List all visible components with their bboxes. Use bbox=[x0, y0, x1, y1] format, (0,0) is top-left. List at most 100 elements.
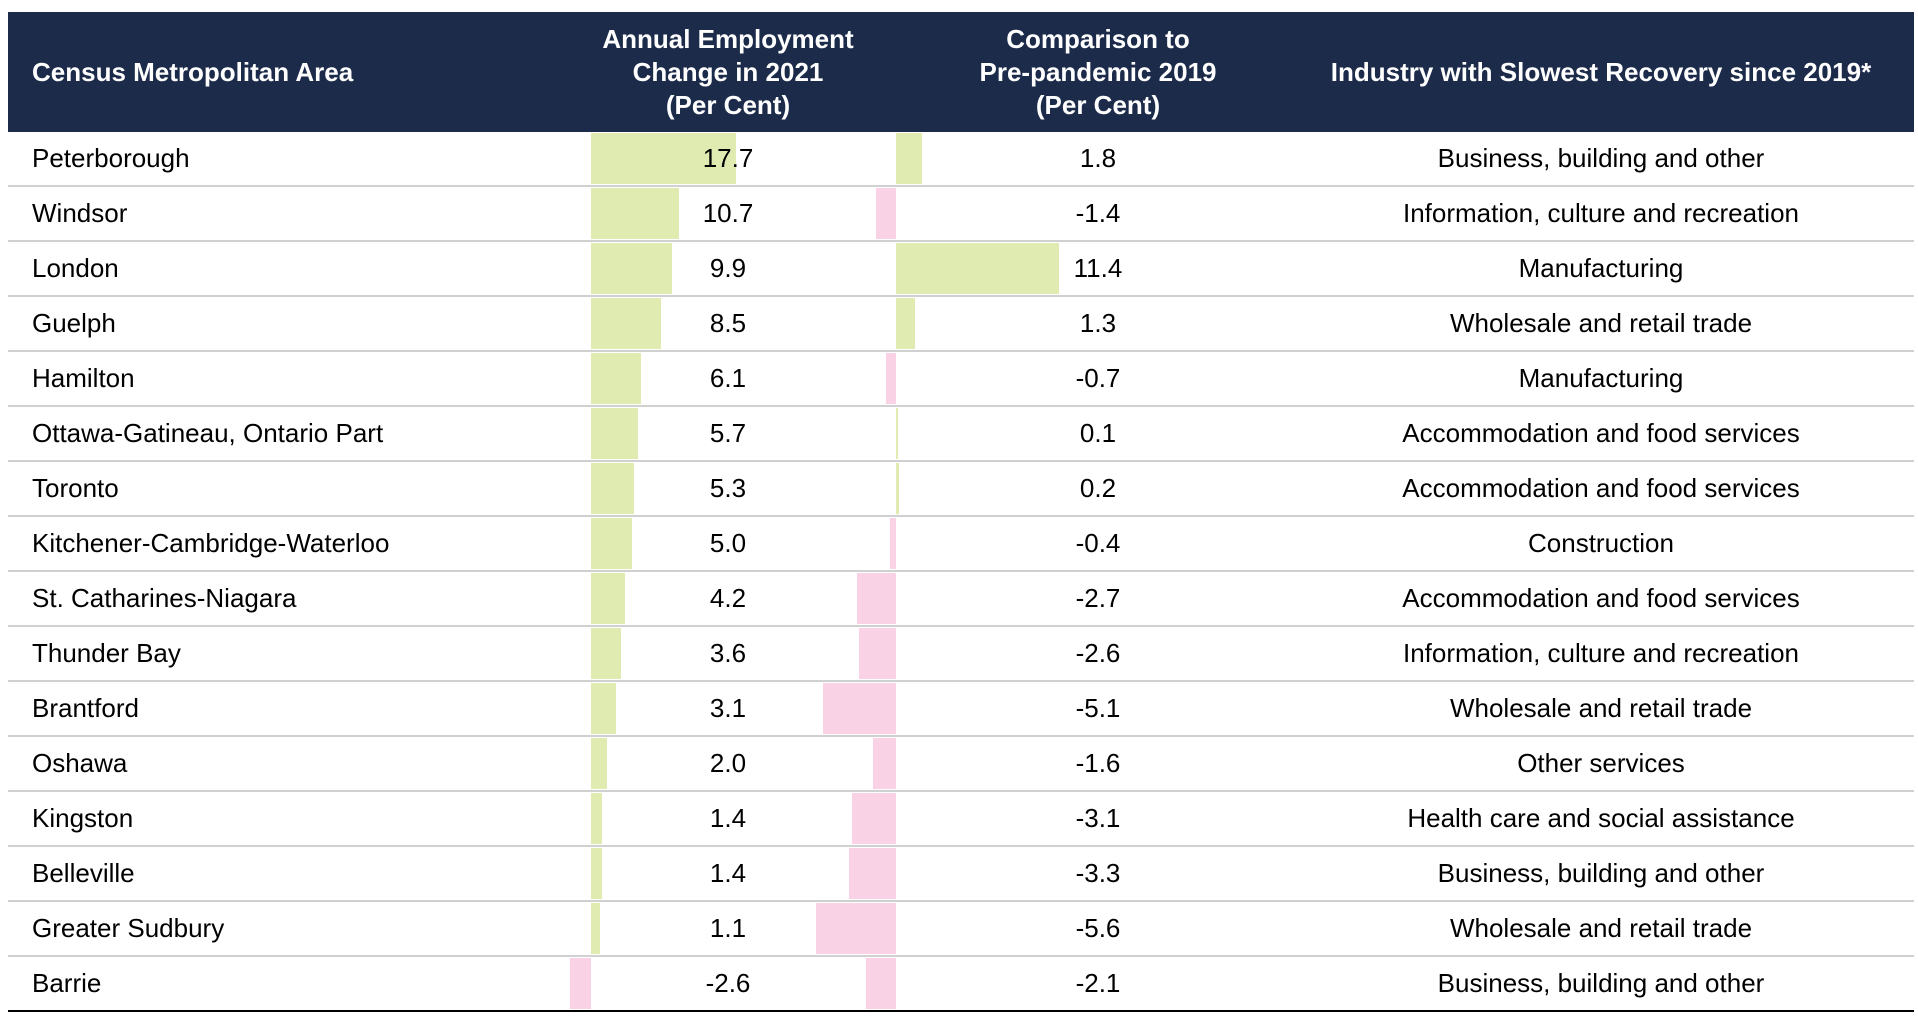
comparison-bar bbox=[848, 848, 896, 899]
table-row: Kingston 1.4 -3.1 Health care and social as… bbox=[8, 792, 1914, 847]
area-cell: Windsor bbox=[32, 198, 128, 228]
annual-value: 9.9 bbox=[709, 253, 747, 283]
comparison-value: 1.3 bbox=[1079, 308, 1117, 338]
annual-value: 4.2 bbox=[709, 583, 747, 613]
annual-value: 5.7 bbox=[709, 418, 747, 448]
comparison-bar bbox=[875, 188, 896, 239]
annual-bar bbox=[591, 903, 601, 954]
annual-cell: 2.0 bbox=[548, 737, 908, 790]
annual-cell: 5.7 bbox=[548, 407, 908, 460]
annual-value: 2.0 bbox=[709, 748, 747, 778]
industry-cell: Manufacturing bbox=[1518, 363, 1684, 393]
comparison-bar bbox=[896, 298, 915, 349]
header-annual-line-2: Change in 2021 bbox=[632, 56, 824, 87]
area-cell: St. Catharines-Niagara bbox=[32, 583, 297, 613]
table-body: Peterborough 17.7 1.8 Business, building an… bbox=[8, 132, 1914, 1012]
header-annual-line-1: Annual Employment bbox=[602, 23, 854, 54]
comparison-value: 11.4 bbox=[1073, 253, 1123, 283]
annual-value: 5.3 bbox=[709, 473, 747, 503]
header-annual-label: Annual Employment Change in 2021 (Per Ce… bbox=[602, 23, 853, 122]
header-comparison-label: Comparison to Pre-pandemic 2019 (Per Cen… bbox=[979, 23, 1216, 122]
comparison-bar bbox=[896, 408, 898, 459]
comparison-bar bbox=[865, 958, 896, 1009]
comparison-cell: -2.7 bbox=[928, 572, 1268, 625]
header-comparison-line-2: Pre-pandemic 2019 bbox=[979, 56, 1217, 87]
comparison-bar bbox=[896, 243, 1060, 294]
area-cell: Greater Sudbury bbox=[32, 913, 225, 943]
table-row: Greater Sudbury 1.1 -5.6 Wholesale and reta… bbox=[8, 902, 1914, 957]
comparison-bar bbox=[896, 463, 899, 514]
industry-cell: Accommodation and food services bbox=[1402, 418, 1800, 448]
industry-cell: Wholesale and retail trade bbox=[1449, 913, 1753, 943]
annual-bar bbox=[591, 628, 621, 679]
table-row: Windsor 10.7 -1.4 Information, culture and … bbox=[8, 187, 1914, 242]
table-row: Guelph 8.5 1.3 Wholesale and retail trade bbox=[8, 297, 1914, 352]
comparison-bar bbox=[873, 738, 896, 789]
comparison-cell: -5.1 bbox=[928, 682, 1268, 735]
comparison-cell: -2.6 bbox=[928, 627, 1268, 680]
annual-cell: 5.3 bbox=[548, 462, 908, 515]
comparison-cell: 0.1 bbox=[928, 407, 1268, 460]
header-area: Census Metropolitan Area bbox=[32, 12, 532, 132]
comparison-value: -5.1 bbox=[1075, 693, 1121, 723]
comparison-value: -1.6 bbox=[1075, 748, 1121, 778]
comparison-cell: -1.4 bbox=[928, 187, 1268, 240]
annual-cell: 8.5 bbox=[548, 297, 908, 350]
comparison-bar bbox=[857, 573, 896, 624]
area-cell: Belleville bbox=[32, 858, 135, 888]
annual-cell: 6.1 bbox=[548, 352, 908, 405]
annual-bar bbox=[591, 573, 626, 624]
comparison-value: -2.1 bbox=[1075, 968, 1121, 998]
industry-cell: Wholesale and retail trade bbox=[1449, 693, 1753, 723]
annual-bar bbox=[591, 518, 632, 569]
industry-cell: Information, culture and recreation bbox=[1403, 638, 1799, 668]
annual-cell: 5.0 bbox=[548, 517, 908, 570]
annual-cell: 1.1 bbox=[548, 902, 908, 955]
area-cell: Guelph bbox=[32, 308, 116, 338]
comparison-cell: -3.3 bbox=[928, 847, 1268, 900]
table-row: Hamilton 6.1 -0.7 Manufacturing bbox=[8, 352, 1914, 407]
annual-bar bbox=[591, 133, 737, 184]
comparison-value: 1.8 bbox=[1079, 143, 1117, 173]
table-row: St. Catharines-Niagara 4.2 -2.7 Accommodati… bbox=[8, 572, 1914, 627]
annual-bar bbox=[591, 353, 642, 404]
area-cell: Ottawa-Gatineau, Ontario Part bbox=[32, 418, 384, 448]
annual-cell: 4.2 bbox=[548, 572, 908, 625]
annual-value: 1.4 bbox=[709, 858, 747, 888]
annual-bar bbox=[569, 958, 591, 1009]
header-comparison: Comparison to Pre-pandemic 2019 (Per Cen… bbox=[928, 12, 1268, 132]
annual-bar bbox=[591, 188, 679, 239]
header-industry: Industry with Slowest Recovery since 201… bbox=[1288, 12, 1914, 132]
area-cell: Barrie bbox=[32, 968, 102, 998]
table-row: Toronto 5.3 0.2 Accommodation and food serv… bbox=[8, 462, 1914, 517]
comparison-cell: 11.4 bbox=[928, 242, 1268, 295]
industry-cell: Business, building and other bbox=[1437, 968, 1765, 998]
industry-cell: Accommodation and food services bbox=[1402, 583, 1800, 613]
header-comparison-line-3: (Per Cent) bbox=[1035, 89, 1161, 120]
comparison-value: -2.7 bbox=[1075, 583, 1121, 613]
annual-cell: 1.4 bbox=[548, 792, 908, 845]
annual-cell: 1.4 bbox=[548, 847, 908, 900]
table-row: Kitchener-Cambridge-Waterloo 5.0 -0.4 Const… bbox=[8, 517, 1914, 572]
annual-cell: 3.6 bbox=[548, 627, 908, 680]
annual-value: 10.7 bbox=[702, 198, 754, 228]
area-cell: Hamilton bbox=[32, 363, 135, 393]
comparison-cell: -1.6 bbox=[928, 737, 1268, 790]
comparison-value: 0.1 bbox=[1079, 418, 1117, 448]
annual-bar bbox=[591, 683, 617, 734]
area-cell: Brantford bbox=[32, 693, 139, 723]
comparison-cell: -5.6 bbox=[928, 902, 1268, 955]
annual-value: -2.6 bbox=[705, 968, 751, 998]
comparison-bar bbox=[896, 133, 922, 184]
comparison-cell: -0.4 bbox=[928, 517, 1268, 570]
comparison-value: -3.1 bbox=[1075, 803, 1121, 833]
industry-cell: Manufacturing bbox=[1518, 253, 1684, 283]
industry-cell: Business, building and other bbox=[1437, 143, 1765, 173]
header-industry-label: Industry with Slowest Recovery since 201… bbox=[1330, 56, 1872, 87]
area-cell: Kingston bbox=[32, 803, 134, 833]
annual-cell: 10.7 bbox=[548, 187, 908, 240]
annual-value: 1.1 bbox=[709, 913, 747, 943]
area-cell: Thunder Bay bbox=[32, 638, 181, 668]
annual-bar bbox=[591, 408, 638, 459]
employment-table: Census Metropolitan Area Annual Employme… bbox=[8, 12, 1914, 1012]
